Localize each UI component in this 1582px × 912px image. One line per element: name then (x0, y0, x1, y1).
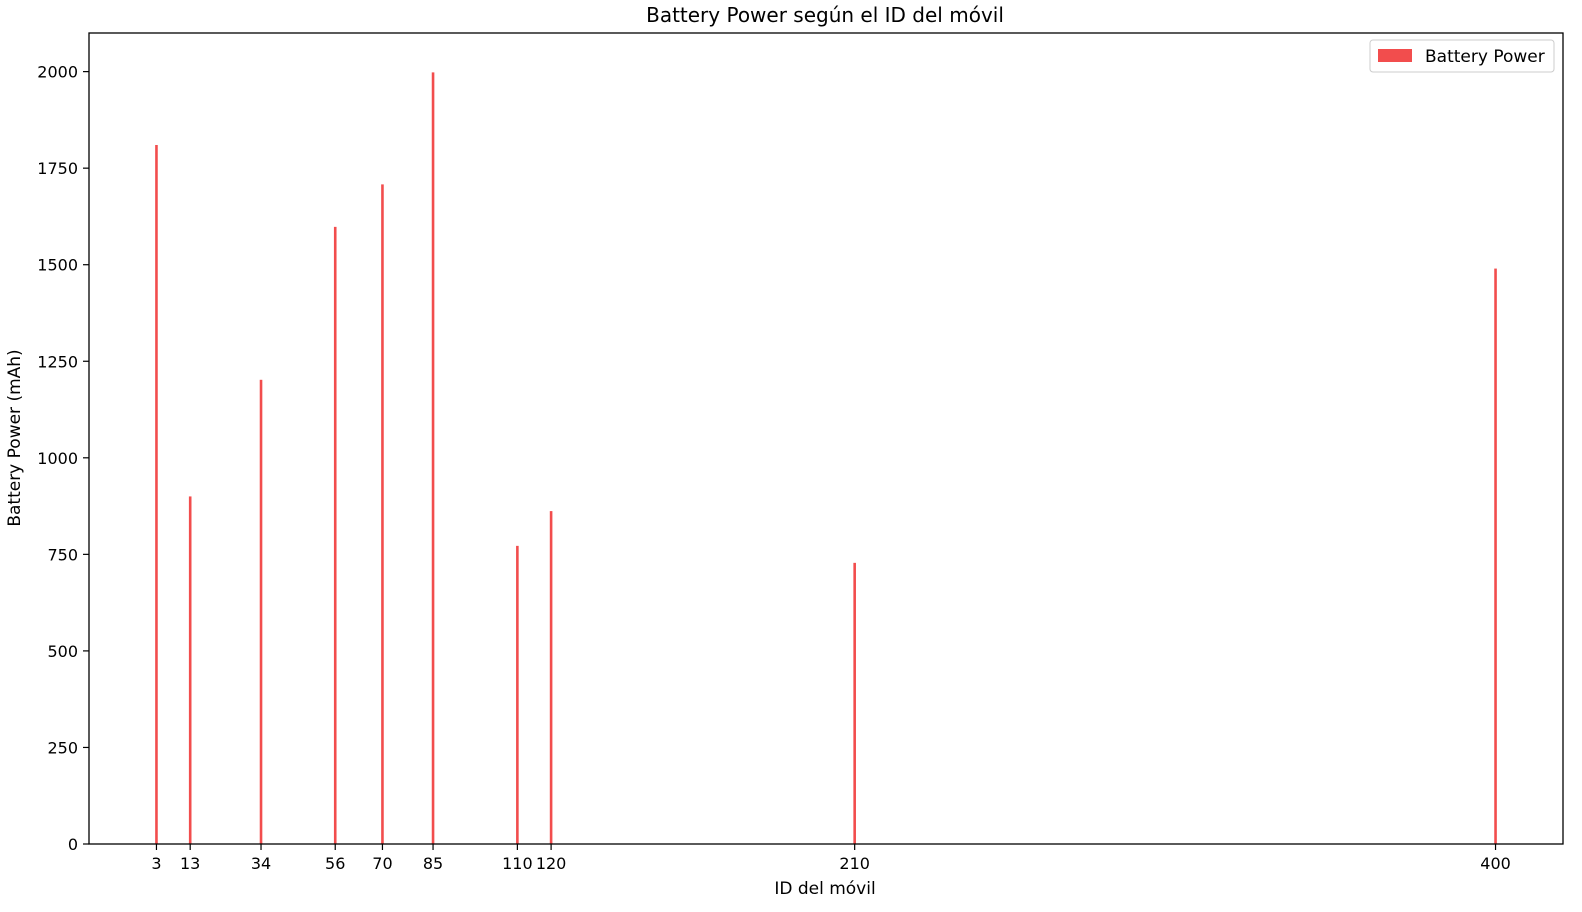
y-axis-ticks: 0 250 500 750 1000 1250 1500 1750 2000 (37, 63, 89, 854)
x-tick-label: 120 (536, 854, 567, 873)
bar-id-3 (155, 144, 158, 844)
x-tick-label: 34 (251, 854, 271, 873)
y-tick-label: 1250 (37, 352, 78, 371)
x-tick-label: 56 (325, 854, 345, 873)
y-tick-label: 2000 (37, 63, 78, 82)
plot-frame (88, 32, 1564, 845)
legend: Battery Power (1369, 39, 1555, 73)
x-tick-label: 110 (502, 854, 533, 873)
x-tick-label: 210 (839, 854, 870, 873)
y-tick-label: 500 (47, 642, 78, 661)
x-tick-label: 13 (180, 854, 200, 873)
bar-id-210 (853, 562, 856, 844)
y-tick-label: 1750 (37, 159, 78, 178)
bar-id-400 (1494, 268, 1497, 845)
bar-id-110 (516, 545, 519, 844)
bar-id-13 (188, 496, 192, 844)
y-tick-label: 0 (68, 835, 78, 854)
bar-id-85 (431, 72, 435, 845)
x-tick-label: 3 (151, 854, 161, 873)
y-tick-label: 750 (47, 545, 78, 564)
y-tick-label: 1500 (37, 256, 78, 275)
bars-layer (155, 72, 1497, 845)
x-tick-label: 70 (372, 854, 392, 873)
x-tick-label: 400 (1480, 854, 1511, 873)
bar-id-70 (381, 184, 384, 845)
legend-swatch (1378, 49, 1412, 62)
y-tick-label: 250 (47, 738, 78, 757)
legend-frame (1369, 39, 1555, 73)
y-tick-label: 1000 (37, 449, 78, 468)
bar-id-120 (549, 511, 553, 844)
y-axis-label: Battery Power (mAh) (5, 349, 25, 526)
x-tick-label: 85 (423, 854, 443, 873)
x-axis-ticks: 3 13 34 56 70 85 110 120 210 400 (151, 844, 1511, 873)
x-axis-label: ID del móvil (774, 879, 875, 899)
bar-id-56 (333, 226, 337, 844)
chart-title: Battery Power según el ID del móvil (646, 3, 1004, 27)
legend-label: Battery Power (1425, 47, 1545, 67)
bar-id-34 (259, 379, 263, 844)
